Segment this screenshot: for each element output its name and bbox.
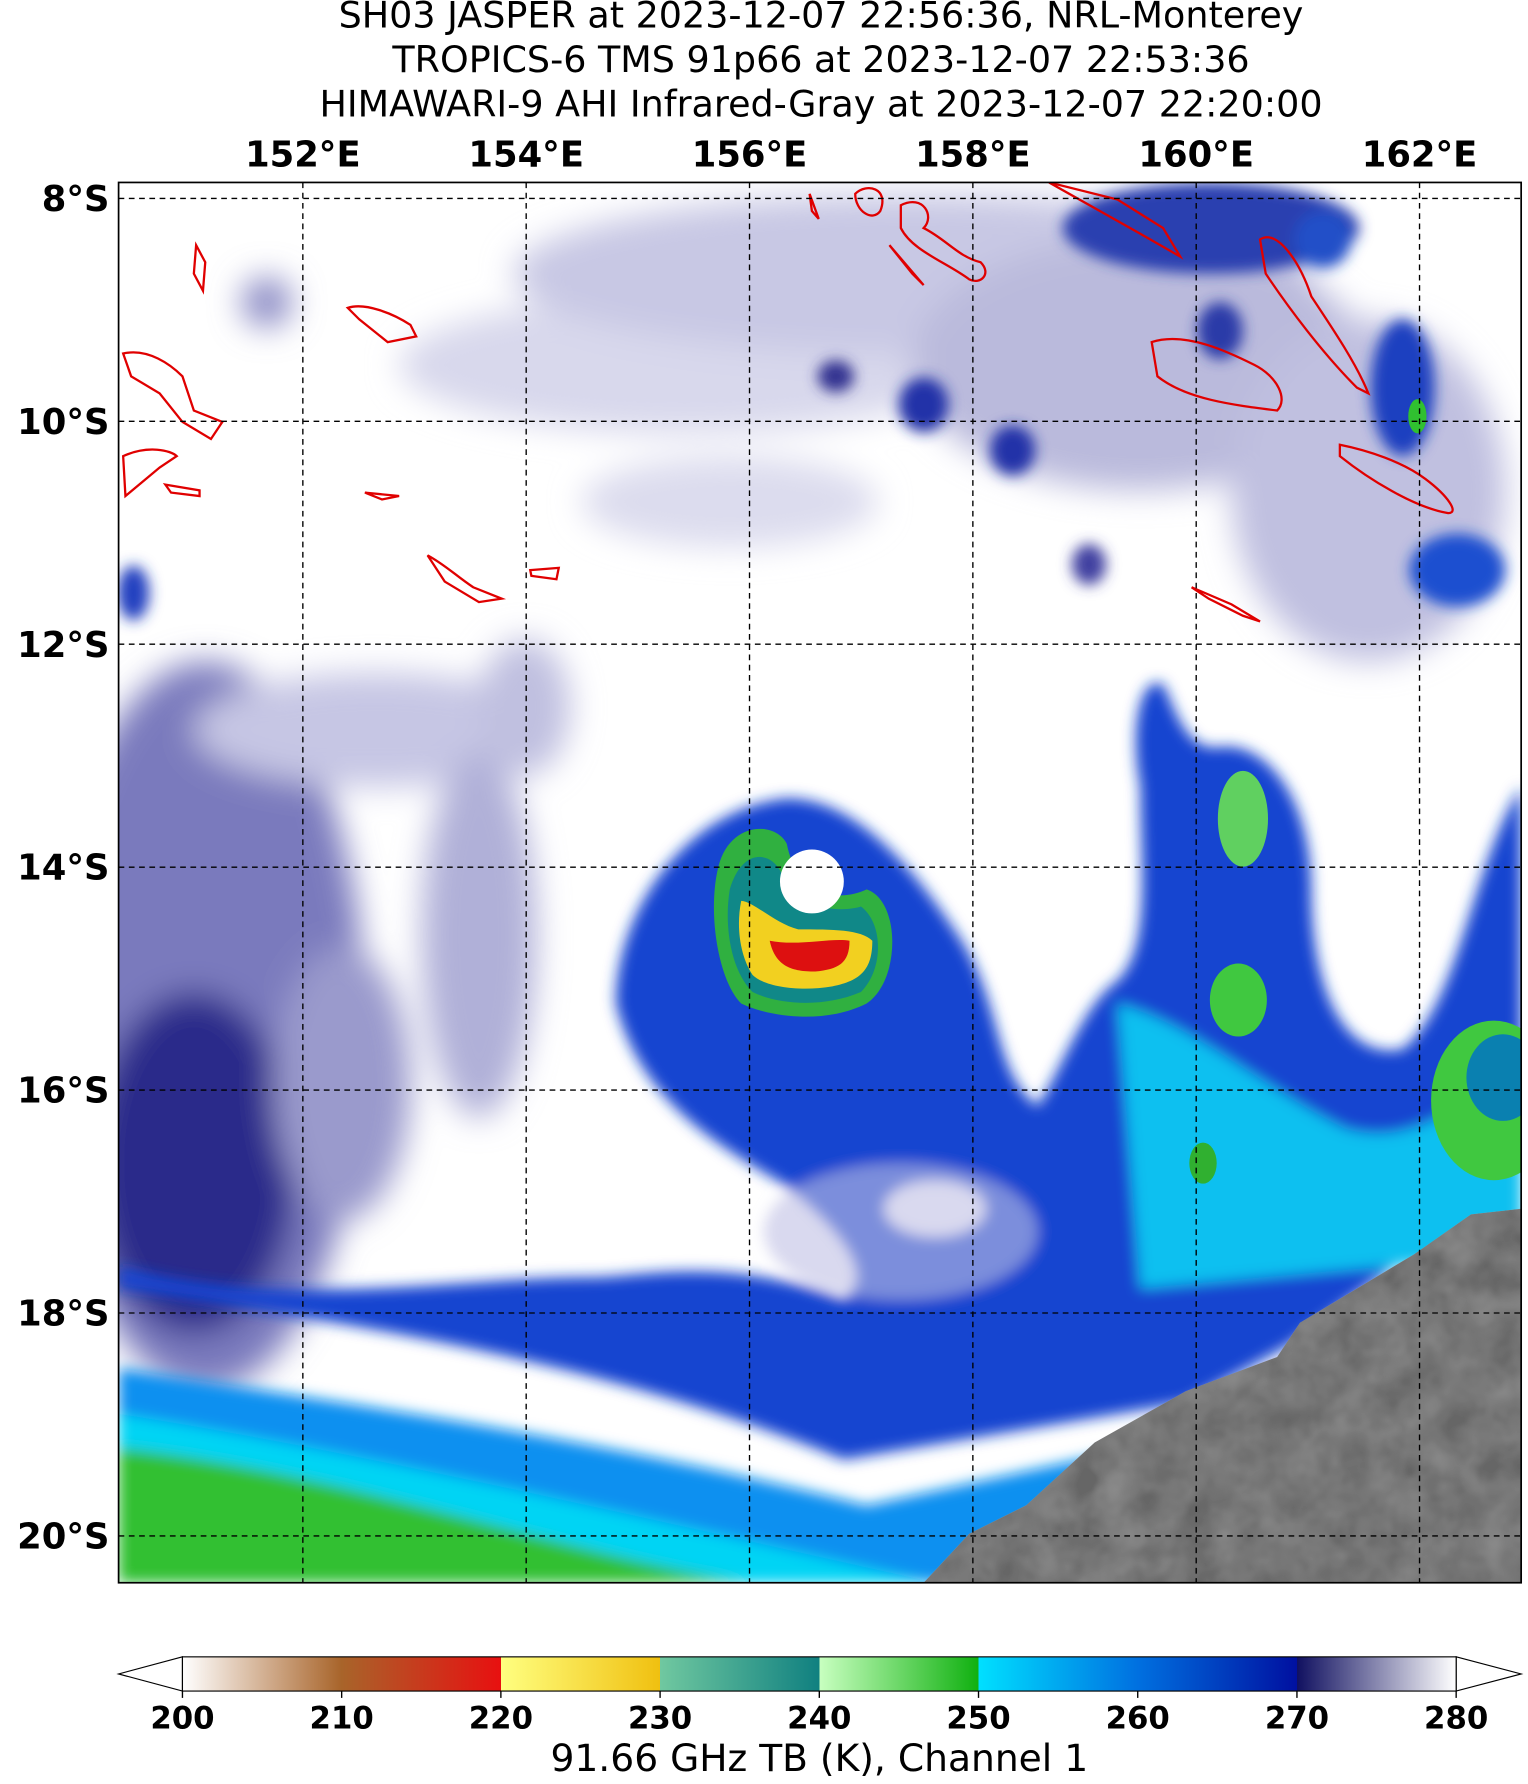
x-tick-label: 158°E bbox=[915, 134, 1031, 175]
colorbar-tick-label: 280 bbox=[1424, 1701, 1488, 1737]
colorbar-tick-label: 260 bbox=[1106, 1701, 1170, 1737]
x-tick-label: 156°E bbox=[692, 134, 808, 175]
grid bbox=[118, 182, 1522, 1583]
colorbar-tick-label: 220 bbox=[469, 1701, 533, 1737]
colorbar-label: 91.66 GHz TB (K), Channel 1 bbox=[550, 1736, 1088, 1780]
colorbar-extend-high bbox=[1455, 1656, 1524, 1692]
map-frame bbox=[117, 181, 1523, 1584]
colorbar-tick-label: 270 bbox=[1265, 1701, 1329, 1737]
axes: 152°E 154°E 156°E 158°E 160°E 162°E 8°S 10°S 12°… bbox=[17, 134, 1477, 1557]
cells bbox=[118, 182, 1506, 621]
x-tick-label: 160°E bbox=[1138, 134, 1254, 175]
title-line: HIMAWARI-9 AHI Infrared-Gray at 2023-12-… bbox=[319, 82, 1322, 125]
coastlines bbox=[121, 182, 1454, 623]
colorbar-tick-label: 210 bbox=[310, 1701, 374, 1737]
y-tick-label: 12°S bbox=[17, 625, 109, 666]
title-line: TROPICS-6 TMS 91p66 at 2023-12-07 22:53:… bbox=[391, 38, 1249, 81]
imagery bbox=[118, 182, 1522, 1583]
colorbar-tick-label: 240 bbox=[787, 1701, 851, 1737]
y-tick-label: 10°S bbox=[17, 402, 109, 443]
x-tick-label: 152°E bbox=[245, 134, 361, 175]
y-tick-label: 14°S bbox=[17, 848, 109, 889]
ir-region bbox=[923, 1208, 1522, 1583]
colorbar-tick-label: 230 bbox=[628, 1701, 692, 1737]
x-tick-label: 162°E bbox=[1362, 134, 1478, 175]
y-tick-label: 8°S bbox=[42, 179, 110, 220]
title-line: SH03 JASPER at 2023-12-07 22:56:36, NRL-… bbox=[339, 0, 1304, 36]
y-tick-label: 16°S bbox=[17, 1071, 109, 1112]
colorbar: 200 210 220 230 240 250 260 270 280 91.66 GHz TB … bbox=[116, 1656, 1524, 1780]
y-tick-label: 18°S bbox=[17, 1294, 109, 1335]
colorbar-tick-label: 250 bbox=[946, 1701, 1010, 1737]
colorbar-tick-label: 200 bbox=[150, 1701, 214, 1737]
colorbar-extend-low bbox=[116, 1656, 184, 1692]
x-tick-label: 154°E bbox=[468, 134, 584, 175]
y-tick-label: 20°S bbox=[17, 1516, 109, 1557]
colorbar-scale bbox=[181, 1656, 1457, 1692]
